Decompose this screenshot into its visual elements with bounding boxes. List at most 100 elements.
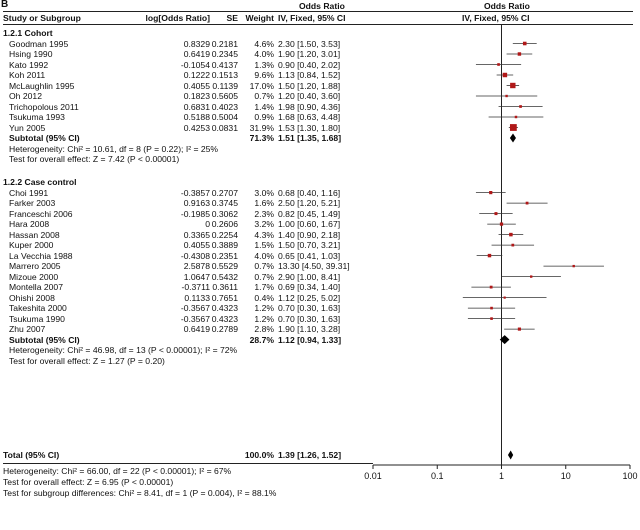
- study-se: 0.2345: [211, 49, 238, 59]
- header-bottom-rule: [3, 24, 633, 25]
- subtotal-weight: 71.3%: [249, 133, 274, 143]
- plot-ci-header: IV, Fixed, 95% CI: [462, 13, 530, 23]
- study-weight: 17.0%: [249, 80, 274, 91]
- subtotal-ci: 1.51 [1.35, 1.68]: [278, 133, 342, 143]
- col-ci-header: IV, Fixed, 95% CI: [278, 13, 346, 23]
- study-log-or: 0.9163: [183, 198, 210, 209]
- study-name: McLaughlin 1995: [9, 80, 75, 91]
- study-se: 0.7651: [211, 292, 238, 303]
- study-se: 0.0831: [211, 122, 238, 133]
- group-title: 1.2.2 Case control: [3, 177, 77, 188]
- study-ci: 0.65 [0.41, 1.03]: [278, 250, 341, 261]
- study-weight: 1.5%: [254, 240, 274, 251]
- col-se-header: SE: [226, 13, 238, 23]
- study-se: 0.3745: [211, 198, 238, 209]
- study-marker: [497, 63, 500, 66]
- study-weight: 0.4%: [254, 292, 274, 303]
- study-se: 0.2181: [211, 38, 238, 49]
- study-ci: 0.68 [0.40, 1.16]: [278, 187, 341, 198]
- study-name: Yun 2005: [9, 122, 46, 133]
- study-name: Koh 2011: [9, 70, 46, 80]
- study-marker: [505, 94, 508, 98]
- study-marker: [514, 115, 518, 119]
- study-name: Choi 1991: [9, 187, 49, 198]
- study-weight: 1.6%: [254, 198, 274, 209]
- study-se: 0.4323: [211, 303, 238, 314]
- study-name: Ohishi 2008: [9, 292, 55, 303]
- study-weight: 4.0%: [254, 49, 274, 59]
- study-weight: 1.7%: [254, 282, 274, 293]
- study-weight: 0.9%: [254, 112, 274, 122]
- study-marker: [510, 82, 516, 89]
- study-ci: 0.90 [0.40, 2.02]: [278, 59, 341, 70]
- study-log-or: -0.3567: [180, 313, 210, 324]
- study-name: Kato 1992: [9, 59, 49, 70]
- study-ci: 1.13 [0.84, 1.52]: [278, 70, 341, 80]
- study-weight: 3.2%: [254, 219, 274, 230]
- study-ci: 2.30 [1.50, 3.53]: [278, 38, 341, 49]
- study-name: Farker 2003: [9, 198, 56, 209]
- study-log-or: 2.5878: [183, 261, 210, 272]
- study-marker: [502, 72, 508, 78]
- study-marker: [490, 317, 493, 320]
- study-marker: [572, 264, 575, 268]
- study-se: 0.3611: [212, 282, 238, 293]
- study-se: 0.2707: [211, 187, 238, 198]
- subtotal-weight: 28.7%: [249, 334, 274, 345]
- subtotal-ci: 1.12 [0.94, 1.33]: [278, 334, 342, 345]
- study-marker: [503, 296, 506, 299]
- study-marker: [509, 232, 513, 237]
- ci-header-top: Odds Ratio: [299, 1, 345, 11]
- x-tick-label: 0.1: [431, 471, 444, 481]
- summary-diamond: [507, 450, 514, 460]
- study-se: 0.2254: [211, 229, 238, 240]
- study-marker: [499, 222, 504, 226]
- study-log-or: 0.1823: [183, 91, 210, 101]
- study-log-or: -0.3567: [180, 303, 210, 314]
- study-name: Montella 2007: [9, 282, 63, 293]
- study-marker: [511, 243, 515, 247]
- study-se: 0.5004: [211, 112, 238, 122]
- col-weight-header: Weight: [245, 13, 274, 23]
- study-se: 0.3062: [211, 208, 238, 219]
- study-weight: 1.2%: [254, 313, 274, 324]
- study-ci: 1.12 [0.25, 5.02]: [278, 292, 341, 303]
- study-ci: 2.90 [1.00, 8.41]: [278, 271, 341, 282]
- study-weight: 0.7%: [254, 261, 274, 272]
- study-log-or: 0.4055: [183, 240, 210, 251]
- study-name: Franceschi 2006: [9, 208, 73, 219]
- study-log-or: 0: [205, 219, 210, 230]
- study-ci: 1.20 [0.40, 3.60]: [278, 91, 341, 101]
- study-log-or: 0.1133: [184, 292, 210, 303]
- total-ci: 1.39 [1.26, 1.52]: [278, 450, 342, 460]
- study-name: Kuper 2000: [9, 240, 54, 251]
- study-ci: 2.50 [1.20, 5.21]: [278, 198, 341, 209]
- study-log-or: 0.8329: [183, 38, 210, 49]
- col-study-header: Study or Subgroup: [3, 13, 81, 23]
- study-log-or: 0.4055: [183, 80, 210, 91]
- study-name: La Vecchia 1988: [9, 250, 73, 261]
- study-name: Oh 2012: [9, 91, 42, 101]
- study-weight: 4.0%: [254, 250, 274, 261]
- study-weight: 2.3%: [254, 208, 274, 219]
- study-marker: [487, 253, 492, 258]
- study-log-or: -0.4308: [180, 250, 210, 261]
- study-ci: 1.00 [0.60, 1.67]: [278, 219, 341, 230]
- heterogeneity-text: Heterogeneity: Chi² = 46.98, df = 13 (P …: [9, 345, 238, 356]
- study-se: 0.4023: [211, 101, 238, 112]
- study-se: 0.2351: [211, 250, 238, 261]
- study-ci: 13.30 [4.50, 39.31]: [278, 261, 350, 272]
- summary-diamond: [509, 133, 516, 143]
- subtotal-label: Subtotal (95% CI): [9, 334, 80, 345]
- study-ci: 1.90 [1.10, 3.28]: [278, 324, 341, 335]
- group-title: 1.2.1 Cohort: [3, 28, 53, 38]
- study-se: 0.4137: [211, 59, 238, 70]
- footer-subgroup: Test for subgroup differences: Chi² = 8.…: [3, 488, 277, 498]
- x-tick-label: 1: [499, 471, 504, 481]
- total-weight: 100.0%: [244, 450, 274, 460]
- study-weight: 0.7%: [254, 271, 274, 282]
- study-marker: [490, 306, 493, 310]
- study-ci: 1.53 [1.30, 1.80]: [278, 122, 341, 133]
- study-name: Hassan 2008: [9, 229, 60, 240]
